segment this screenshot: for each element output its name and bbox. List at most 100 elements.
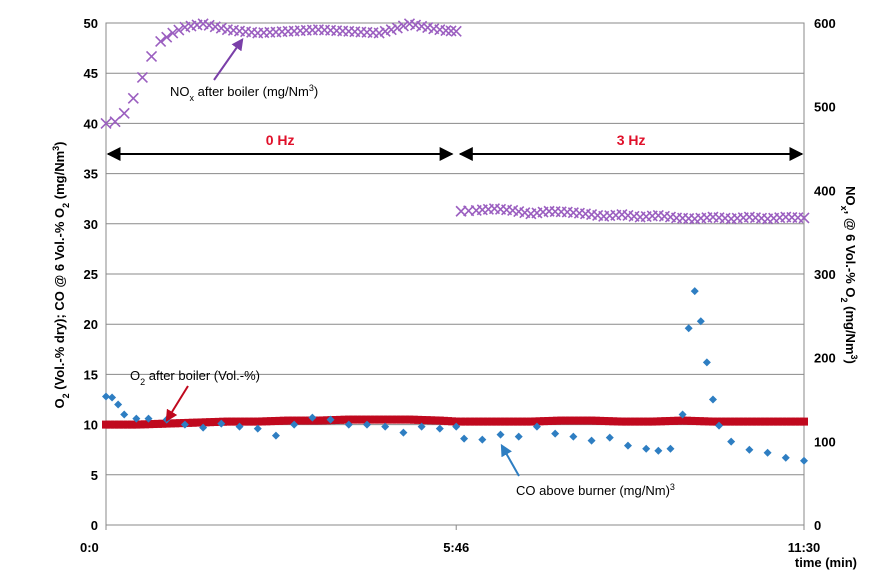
nox-annotation: NOx after boiler (mg/Nm3) [170, 83, 318, 103]
co-point [623, 441, 632, 450]
o2-point [184, 418, 193, 427]
o2-point [284, 416, 293, 425]
nox-point [798, 212, 810, 224]
nox-point [136, 71, 148, 83]
left-tick-label: 45 [84, 66, 98, 81]
x-tick-label: 0:0 [80, 540, 99, 555]
co-point [514, 432, 523, 441]
co-point [642, 444, 651, 453]
axis-title-part: 2 [61, 203, 71, 208]
o2-point [691, 417, 700, 426]
o2-point [561, 416, 570, 425]
period-label: 3 Hz [617, 132, 646, 148]
o2-point [496, 417, 505, 426]
o2-point [110, 420, 119, 429]
o2-point [158, 419, 167, 428]
o2-point [353, 415, 362, 424]
o2-point [791, 417, 800, 426]
o2-point [344, 415, 353, 424]
o2-point [206, 418, 215, 427]
o2-point [630, 417, 639, 426]
co-point [781, 453, 790, 462]
o2-point [175, 419, 184, 428]
o2-point [548, 416, 557, 425]
co-point [417, 422, 426, 431]
co-point [253, 424, 262, 433]
nox-point [450, 25, 462, 37]
o2-point [656, 417, 665, 426]
right-tick-label: 400 [814, 183, 836, 198]
o2-point [431, 416, 440, 425]
co-point [399, 428, 408, 437]
left-tick-label: 0 [91, 518, 98, 533]
o2-point [617, 417, 626, 426]
o2-point [119, 420, 128, 429]
co-point [678, 410, 687, 419]
o2-point [609, 417, 618, 426]
o2-point [349, 415, 358, 424]
o2-point [162, 419, 171, 428]
o2-point [193, 418, 202, 427]
o2-point [236, 417, 245, 426]
o2-point [669, 416, 678, 425]
o2-point [388, 415, 397, 424]
o2-point [392, 415, 401, 424]
left-tick-label: 25 [84, 267, 98, 282]
o2-point [687, 416, 696, 425]
o2-point [292, 416, 301, 425]
o2-point [678, 416, 687, 425]
left-tick-label: 5 [91, 468, 98, 483]
o2-point [357, 415, 366, 424]
axis-title-part: , @ 6 Vol.-% O [843, 211, 858, 298]
nox-point [167, 27, 179, 39]
o2-point [565, 416, 574, 425]
axis-title-part: ) [52, 141, 67, 145]
o2-point [492, 417, 501, 426]
co-point [715, 421, 724, 430]
o2-point [362, 415, 371, 424]
o2-point [708, 417, 717, 426]
o2-point [747, 417, 756, 426]
o2-point [310, 416, 319, 425]
o2-point [448, 417, 457, 426]
left-tick-label: 40 [84, 116, 98, 131]
o2-point [652, 417, 661, 426]
axis-title-part: ) [843, 360, 858, 364]
axis-title-part: (mg/Nm [843, 303, 858, 355]
axis-title-part: NO [843, 186, 858, 206]
x-tick-label: 5:46 [443, 540, 469, 555]
nox-pointer [213, 38, 244, 81]
o2-point [479, 417, 488, 426]
right-tick-label: 300 [814, 267, 836, 282]
o2-point [427, 416, 436, 425]
co-point [344, 420, 353, 429]
o2-point [535, 417, 544, 426]
axis-title-part: 2 [61, 393, 71, 398]
o2-point [275, 416, 284, 425]
o2-point [695, 417, 704, 426]
o2-point [240, 417, 249, 426]
o2-point [713, 417, 722, 426]
x-tick-label: 11:30 [788, 540, 821, 555]
o2-point [587, 416, 596, 425]
nox-point [145, 50, 158, 63]
o2-point [734, 417, 743, 426]
nox-point [173, 24, 185, 36]
o2-point [132, 420, 141, 429]
o2-point [756, 417, 765, 426]
co-point [435, 424, 444, 433]
o2-point [739, 417, 748, 426]
o2-point [383, 415, 392, 424]
o2-point [591, 416, 600, 425]
o2-point [643, 417, 652, 426]
co-point [120, 410, 129, 419]
co-point [551, 429, 560, 438]
left-tick-label: 10 [84, 418, 98, 433]
o2-point [622, 417, 631, 426]
o2-point [552, 416, 561, 425]
o2-point [405, 415, 414, 424]
o2-point [769, 417, 778, 426]
axis-title-part: (Vol.-% dry); CO @ 6 Vol.-% O [52, 208, 67, 394]
co-point [708, 395, 717, 404]
